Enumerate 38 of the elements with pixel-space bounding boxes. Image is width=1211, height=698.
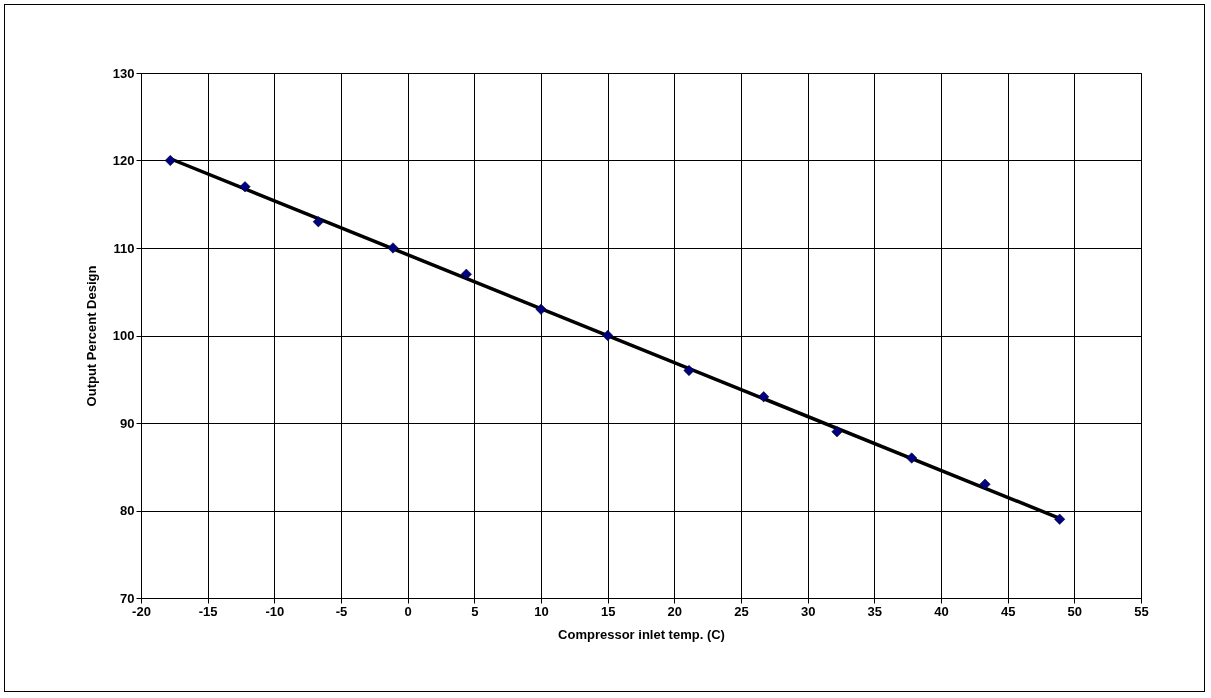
point	[1054, 513, 1066, 525]
x-tick-label: 45	[1000, 603, 1016, 619]
x-tick-label: 35	[867, 603, 883, 619]
point	[602, 330, 614, 341]
point	[164, 155, 176, 166]
x-tick-label: 25	[734, 603, 749, 619]
point	[906, 452, 918, 464]
y-tick-label: 110	[113, 240, 135, 256]
point	[239, 181, 251, 193]
x-tick-label: 10	[534, 603, 549, 619]
point	[535, 303, 547, 315]
x-axis-title: Compressor inlet temp. (C)	[558, 626, 725, 642]
y-tick-label: 130	[112, 65, 135, 81]
x-tick-label: 15	[600, 603, 616, 619]
y-tick-label: 80	[120, 503, 135, 518]
y-axis-title: Output Percent Design	[83, 265, 99, 407]
x-tick-label: 30	[800, 603, 816, 619]
y-tick-label: 90	[120, 415, 135, 431]
point	[979, 478, 991, 490]
point	[683, 365, 695, 376]
x-tick-label: 5	[471, 603, 479, 619]
x-tick-label: -5	[335, 603, 348, 619]
x-tick-label: 55	[1134, 603, 1149, 619]
point	[387, 242, 399, 254]
x-tick-label: 50	[1067, 603, 1083, 619]
x-tick-label: 0	[404, 603, 412, 619]
x-tick-label: 40	[934, 603, 949, 619]
point	[758, 391, 770, 403]
y-tick-label: 70	[120, 590, 135, 606]
point	[831, 426, 843, 438]
point	[312, 216, 324, 228]
point	[460, 268, 472, 280]
x-tick-label: -10	[265, 603, 285, 619]
x-tick-label: -20	[132, 603, 151, 619]
y-tick-label: 120	[112, 153, 135, 168]
x-tick-label: 20	[667, 603, 683, 619]
x-tick-label: -15	[198, 603, 218, 619]
y-tick-label: 100	[112, 328, 135, 343]
